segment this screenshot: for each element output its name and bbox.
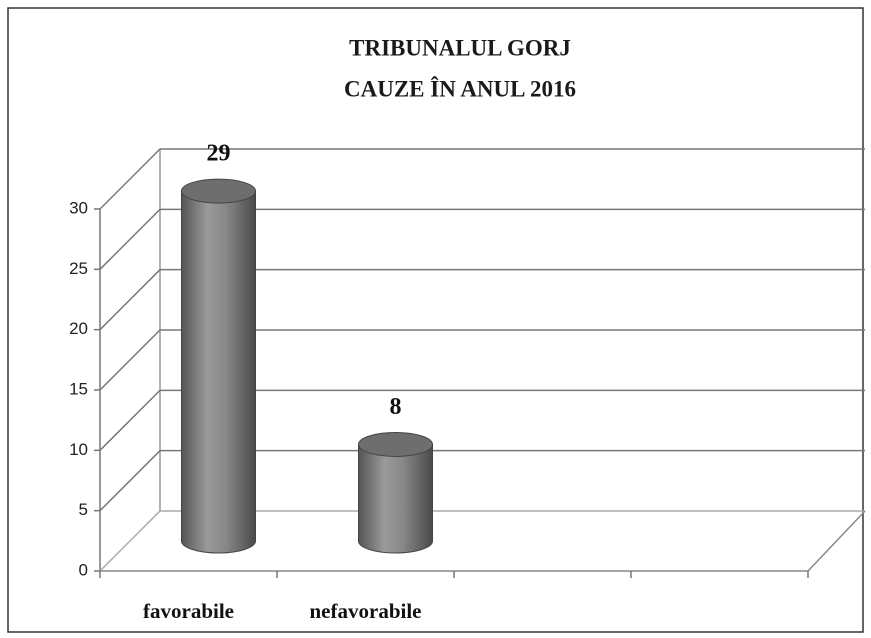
chart-subtitle: CAUZE ÎN ANUL 2016 (344, 75, 576, 101)
data-label: 8 (390, 394, 402, 420)
grid-line (99, 389, 865, 451)
bar (358, 443, 433, 554)
y-tick-label: 25 (69, 259, 88, 278)
x-tick-label: nefavorabile (310, 599, 422, 623)
bar-top (358, 431, 433, 457)
grid-line (99, 510, 865, 572)
y-tick-label: 20 (69, 319, 88, 338)
grid-line (99, 148, 865, 210)
grid-line (99, 449, 865, 512)
x-tick-label: favorabile (143, 599, 234, 623)
grid-line (99, 329, 865, 391)
y-tick-label: 10 (69, 440, 88, 459)
chart-title: TRIBUNALUL GORJ (349, 35, 571, 60)
data-label: 29 (207, 141, 231, 167)
grid-line (99, 208, 865, 270)
frame (7, 7, 864, 633)
y-tick-label: 30 (69, 198, 88, 217)
y-tick-label: 15 (69, 379, 88, 398)
grid-line (99, 268, 865, 331)
bar-top (181, 178, 256, 204)
y-tick-label: 0 (79, 560, 88, 579)
y-tick-label: 5 (79, 500, 88, 519)
bar (181, 190, 256, 554)
